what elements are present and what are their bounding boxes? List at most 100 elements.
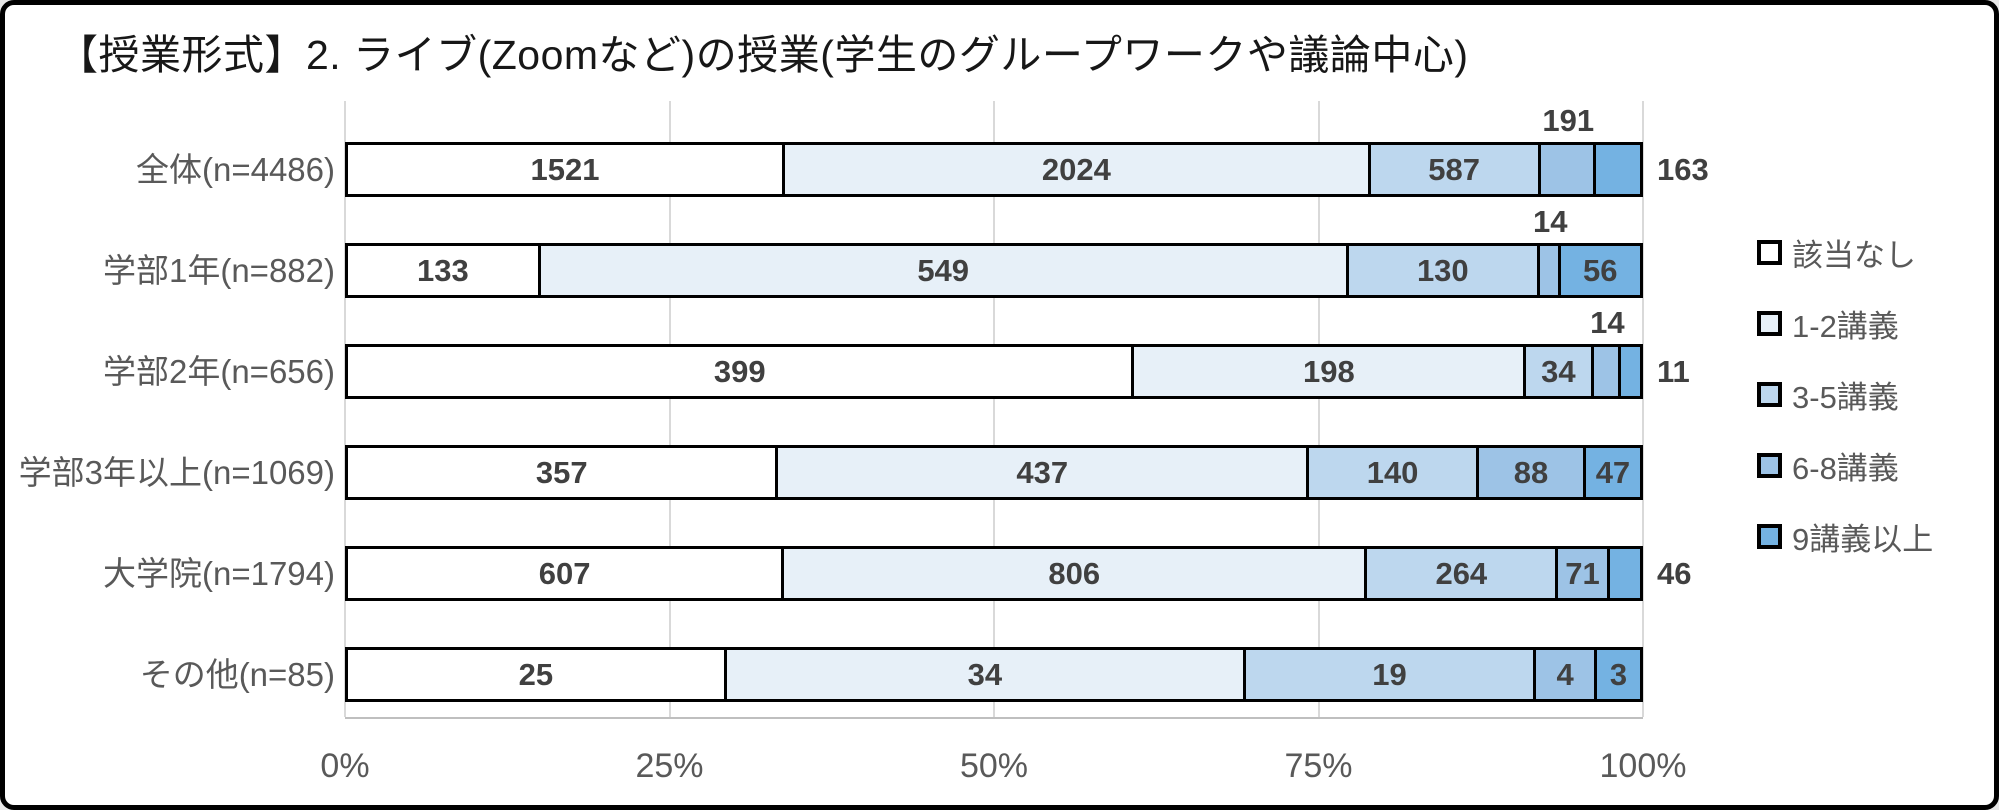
bar-segment <box>1539 243 1561 298</box>
bar-segment: 264 <box>1367 546 1559 601</box>
legend-label: 該当なし <box>1792 237 1916 273</box>
segment-value-label: 191 <box>1542 103 1595 138</box>
segment-value-label: 140 <box>1366 454 1419 490</box>
category-label: 大学院(n=1794) <box>102 554 335 592</box>
x-axis-tick-label: 75% <box>1284 747 1353 785</box>
bar-segment: 437 <box>778 445 1310 500</box>
legend-label: 6-8講義 <box>1792 450 1899 486</box>
segment-value-label: 357 <box>535 454 588 490</box>
segment-value-label: 46 <box>1657 555 1692 591</box>
bar-segment <box>1593 344 1622 399</box>
segment-value-label: 2024 <box>1041 151 1111 187</box>
x-axis-tick-label: 100% <box>1599 747 1687 785</box>
legend: 該当なし 1-2講義 3-5講義 6-8講義 9講義以上 <box>1757 233 1933 588</box>
segment-value-label: 399 <box>713 353 766 389</box>
segment-value-label: 11 <box>1657 353 1690 389</box>
bar-row: 25 34 19 4 3 <box>345 647 1643 702</box>
bar-row: 357 437 140 88 47 <box>345 445 1643 500</box>
segment-value-label: 88 <box>1513 454 1549 490</box>
legend-swatch <box>1757 523 1782 549</box>
gridline <box>1642 101 1644 717</box>
bar-segment: 357 <box>345 445 779 500</box>
legend-item: 1-2講義 <box>1757 304 1933 344</box>
category-label: その他(n=85) <box>139 655 335 693</box>
segment-value-label: 806 <box>1048 555 1101 591</box>
bar-segment: 607 <box>345 546 785 601</box>
legend-label: 9講義以上 <box>1792 521 1934 557</box>
x-axis-line <box>345 717 1643 719</box>
bar-segment: 806 <box>784 546 1368 601</box>
segment-value-label: 34 <box>967 656 1003 692</box>
legend-item: 3-5講義 <box>1757 375 1933 415</box>
bar-segment: 1521 <box>345 142 786 197</box>
bar-segment: 198 <box>1134 344 1527 399</box>
bar-segment: 3 <box>1597 647 1643 702</box>
legend-item: 9講義以上 <box>1757 517 1933 557</box>
segment-value-label: 133 <box>416 252 469 288</box>
bar-segment: 56 <box>1560 243 1643 298</box>
bar-segment: 4 <box>1536 647 1598 702</box>
segment-value-label: 3 <box>1609 656 1628 692</box>
segment-value-label: 56 <box>1583 252 1618 288</box>
bar-segment: 88 <box>1479 445 1586 500</box>
legend-swatch <box>1757 239 1782 265</box>
bar-segment: 2024 <box>785 142 1371 197</box>
bar-segment: 47 <box>1585 445 1643 500</box>
bar-segment: 25 <box>345 647 727 702</box>
segment-value-label: 47 <box>1595 454 1631 490</box>
bar-segment <box>1609 546 1643 601</box>
gridline <box>344 101 346 717</box>
legend-label: 3-5講義 <box>1792 379 1899 415</box>
gridline <box>993 101 995 717</box>
x-axis-tick-label: 50% <box>959 747 1029 785</box>
bar-segment: 34 <box>1526 344 1594 399</box>
segment-value-label: 19 <box>1372 656 1407 692</box>
bar-row: 607 806 264 71 46 <box>345 546 1691 601</box>
segment-value-label: 34 <box>1541 353 1576 389</box>
segment-value-label: 4 <box>1556 656 1574 692</box>
segment-value-label: 14 <box>1533 204 1568 239</box>
bar-segment: 133 <box>345 243 541 298</box>
category-label: 学部3年以上(n=1069) <box>18 453 335 491</box>
legend-swatch <box>1757 381 1782 407</box>
segment-value-label: 198 <box>1303 353 1355 389</box>
category-label: 全体(n=4486) <box>135 150 335 188</box>
segment-value-label: 264 <box>1435 555 1488 591</box>
gridline <box>1317 101 1320 717</box>
segment-value-label: 607 <box>538 555 591 591</box>
bar-row: 133 549 130 14 56 <box>345 204 1643 298</box>
category-label: 学部1年(n=882) <box>102 251 335 289</box>
legend-swatch <box>1757 310 1782 336</box>
segment-value-label: 587 <box>1428 151 1480 187</box>
segment-value-label: 549 <box>917 252 970 288</box>
bar-segment: 71 <box>1558 546 1610 601</box>
chart-title: 【授業形式】2. ライブ(Zoomなど)の授業(学生のグループワークや議論中心) <box>57 32 1469 78</box>
bar-segment: 587 <box>1370 142 1541 197</box>
bar-row: 1521 2024 587 191 163 <box>345 103 1709 197</box>
bar-segment: 19 <box>1245 647 1537 702</box>
bar-segment: 34 <box>726 647 1246 702</box>
bar-segment: 549 <box>540 243 1349 298</box>
segment-value-label: 130 <box>1416 252 1469 288</box>
bar-segment <box>1621 344 1643 399</box>
gridline <box>668 101 671 717</box>
legend-swatch <box>1757 452 1782 478</box>
segment-value-label: 25 <box>518 656 554 692</box>
legend-item: 該当なし <box>1757 233 1933 273</box>
x-axis-tick-label: 0% <box>320 747 370 785</box>
bar-row: 399 198 34 14 11 <box>345 305 1690 399</box>
bar-segment: 399 <box>345 344 1135 399</box>
segment-value-label: 163 <box>1657 151 1709 187</box>
segment-value-label: 71 <box>1565 555 1600 591</box>
bar-segment: 130 <box>1348 243 1540 298</box>
bar-segment <box>1540 142 1596 197</box>
category-label: 学部2年(n=656) <box>102 352 335 390</box>
bar-segment: 140 <box>1309 445 1480 500</box>
x-axis-tick-label: 25% <box>635 747 704 785</box>
legend-item: 6-8講義 <box>1757 446 1933 486</box>
bar-segment <box>1595 142 1643 197</box>
segment-value-label: 437 <box>1016 454 1069 490</box>
legend-label: 1-2講義 <box>1792 308 1899 344</box>
segment-value-label: 1521 <box>530 151 600 187</box>
